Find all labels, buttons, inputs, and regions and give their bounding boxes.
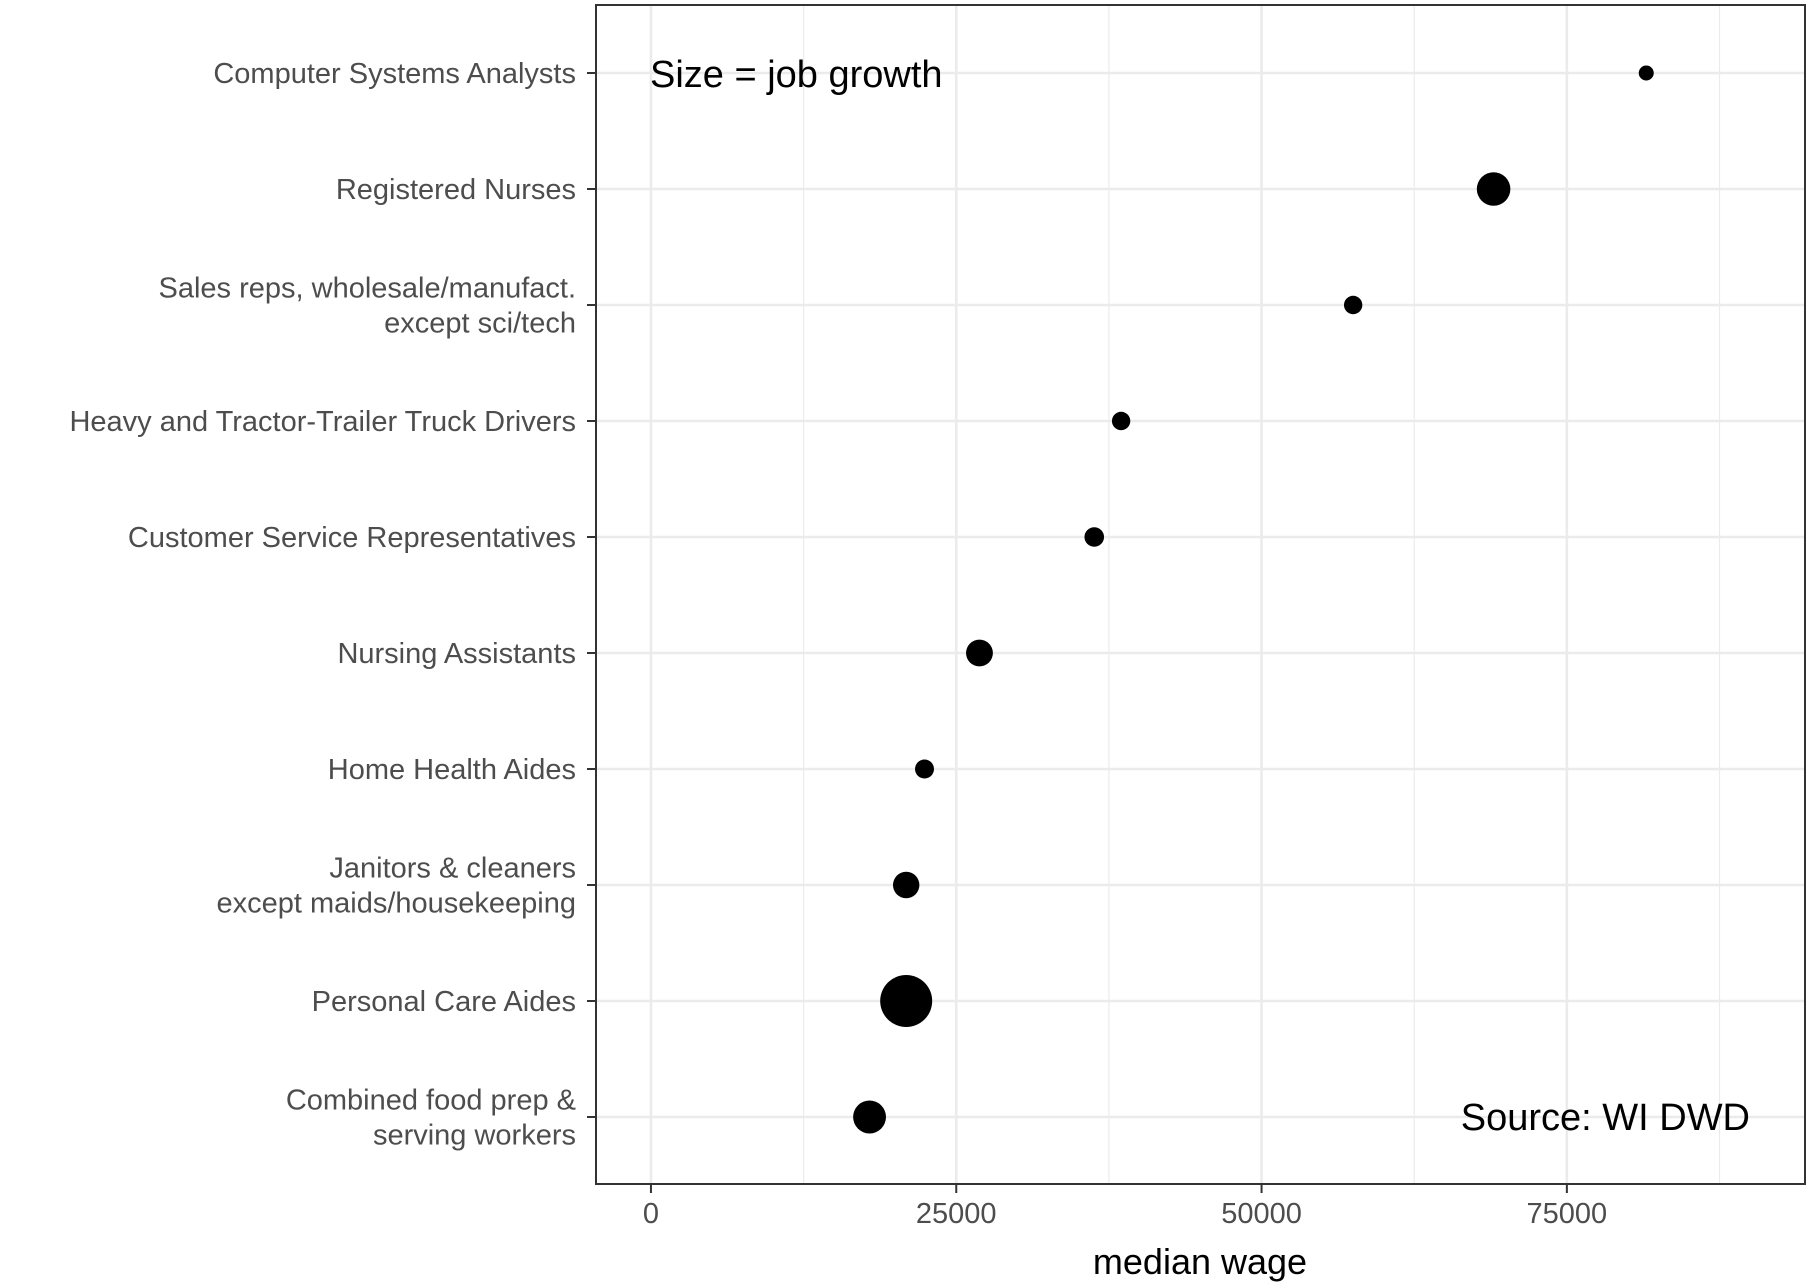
y-tick-label: Sales reps, wholesale/manufact.: [159, 273, 577, 305]
y-tick-label: Nursing Assistants: [337, 638, 576, 670]
y-tick-label: except maids/housekeeping: [216, 888, 576, 920]
major-gridlines-x: [649, 5, 1569, 1184]
major-gridlines-y: [596, 71, 1805, 1119]
y-tick-label: Customer Service Representatives: [128, 522, 576, 554]
data-point: [880, 975, 933, 1027]
y-tick-label: Home Health Aides: [328, 754, 576, 786]
data-point: [1084, 527, 1105, 547]
x-axis-title: median wage: [1093, 1241, 1307, 1282]
data-point: [1111, 411, 1131, 431]
size-legend-annotation: Size = job growth: [650, 54, 943, 96]
data-point: [1476, 172, 1511, 206]
y-tick-label: except sci/tech: [384, 308, 576, 340]
y-axis: Computer Systems Analysts Registered Nurs…: [69, 58, 596, 1152]
y-tick-label: Combined food prep &: [286, 1085, 576, 1117]
source-annotation: Source: WI DWD: [1461, 1097, 1750, 1139]
y-tick-label: Personal Care Aides: [312, 986, 576, 1018]
data-point: [966, 639, 993, 667]
x-axis: 0 25000 50000 75000: [643, 1184, 1607, 1230]
y-tick-label: serving workers: [373, 1120, 576, 1152]
x-tick-label: 25000: [916, 1198, 997, 1230]
x-tick-label: 75000: [1527, 1198, 1608, 1230]
x-tick-label: 0: [643, 1198, 659, 1230]
data-points: [853, 65, 1654, 1134]
panel-border: [595, 4, 1806, 1185]
y-tick-label: Heavy and Tractor-Trailer Truck Drivers: [69, 406, 576, 438]
minor-gridlines: [803, 5, 1721, 1184]
data-point: [915, 759, 934, 779]
x-tick-label: 50000: [1221, 1198, 1302, 1230]
y-tick-label: Janitors & cleaners: [329, 853, 576, 885]
data-point: [1343, 295, 1363, 315]
data-point: [853, 1100, 886, 1134]
data-point: [1638, 65, 1654, 81]
y-tick-label: Registered Nurses: [336, 174, 576, 206]
data-point: [892, 871, 920, 899]
y-tick-label: Computer Systems Analysts: [213, 58, 576, 90]
